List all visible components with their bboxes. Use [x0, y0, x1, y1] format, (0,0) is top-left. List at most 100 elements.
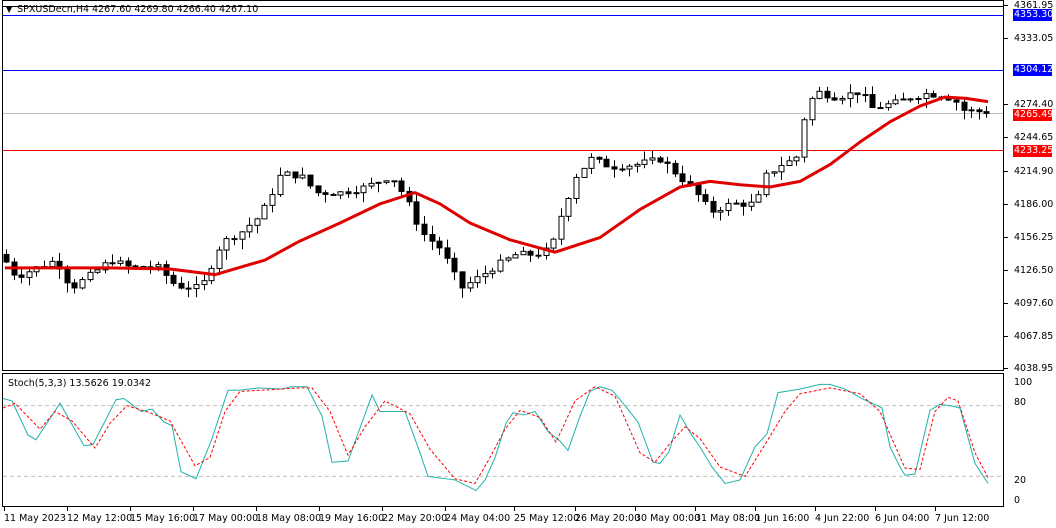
candle-body [907, 98, 914, 101]
price-level-tag: 4265.49 [1013, 109, 1054, 121]
price-tick-label: 4067.85 [1014, 331, 1054, 342]
candle-body [125, 260, 132, 267]
candle-body [368, 182, 375, 187]
candle-body [345, 191, 352, 195]
candle-body [771, 171, 778, 174]
candle-body [535, 254, 542, 257]
candle-body [18, 274, 25, 278]
candle-body [451, 257, 458, 273]
candle-body [801, 119, 808, 158]
candle-body [87, 271, 94, 281]
stoch-main-line [2, 383, 989, 492]
candle-body [869, 94, 876, 109]
candle-body [824, 90, 831, 99]
candle-body [398, 180, 405, 192]
candle-body [649, 157, 656, 161]
candle-body [482, 273, 489, 278]
candle-body [512, 254, 519, 259]
candle-body [299, 174, 306, 179]
candle-body [763, 172, 770, 196]
stoch-pane-border [2, 373, 1004, 507]
candle-body [983, 111, 990, 114]
candle-body [809, 97, 816, 121]
price-tick-label: 4097.60 [1014, 298, 1054, 309]
price-tick-label: 4214.90 [1014, 166, 1054, 177]
candle-body [885, 103, 892, 109]
stochastic-title: Stoch(5,3,3) 13.5626 19.0342 [8, 378, 152, 389]
candle-body [793, 156, 800, 162]
candle-body [178, 282, 185, 289]
candle-body [330, 193, 337, 196]
candle-body [64, 268, 71, 284]
candle-body [717, 210, 724, 213]
price-tick-label: 4186.00 [1014, 199, 1054, 210]
candle-body [626, 165, 633, 170]
candle-body [786, 160, 793, 166]
stoch-tick-label: 100 [1014, 377, 1033, 388]
candle-body [565, 197, 572, 217]
candle-body [155, 264, 162, 268]
candle-body [307, 174, 314, 187]
candle-body [239, 231, 246, 240]
time-tick-label: 7 Jun 12:00 [935, 513, 990, 524]
time-tick-label: 4 Jun 22:00 [815, 513, 870, 524]
symbol-header: ▼ SPXUSDecn,H4 4267.60 4269.80 4266.40 42… [6, 4, 258, 15]
candle-body [79, 279, 86, 289]
candle-body [436, 240, 443, 249]
time-tick-label: 17 May 00:00 [193, 513, 259, 524]
candle-body [839, 98, 846, 101]
candle-body [611, 166, 618, 170]
candle-body [725, 202, 732, 212]
candle-body [360, 185, 367, 194]
candle-body [634, 163, 641, 167]
time-tick-label: 1 Jun 16:00 [755, 513, 810, 524]
candle-body [831, 97, 838, 101]
time-tick-label: 22 May 20:00 [382, 513, 448, 524]
candle-body [573, 176, 580, 199]
time-tick-label: 12 May 12:00 [67, 513, 133, 524]
triangle-down-icon[interactable]: ▼ [6, 5, 13, 14]
candle-body [596, 156, 603, 160]
candle-body [49, 260, 56, 268]
time-tick-label: 6 Jun 04:00 [875, 513, 930, 524]
candle-body [132, 265, 139, 268]
candle-body [740, 202, 747, 207]
candle-body [497, 259, 504, 272]
candle-body [467, 282, 474, 289]
stoch-tick-label: 20 [1014, 475, 1027, 486]
candle-body [94, 269, 101, 273]
candle-body [550, 238, 557, 249]
candle-body [657, 157, 664, 163]
candle-body [193, 284, 200, 290]
candle-body [353, 192, 360, 195]
price-tick-label: 4038.95 [1014, 363, 1054, 374]
candle-body [527, 250, 534, 256]
time-tick-label: 26 May 20:00 [575, 513, 641, 524]
candle-body [231, 238, 238, 241]
stoch-signal-line [2, 386, 989, 485]
candle-body [930, 93, 937, 98]
candle-body [269, 194, 276, 206]
candle-body [733, 202, 740, 205]
candle-body [71, 282, 78, 289]
candle-body [201, 280, 208, 286]
symbol-ohlc: SPXUSDecn,H4 4267.60 4269.80 4266.40 426… [17, 4, 259, 15]
candle-body [444, 247, 451, 259]
candle-body [900, 98, 907, 101]
price-tick-label: 4156.25 [1014, 232, 1054, 243]
candle-body [968, 109, 975, 112]
candle-body [755, 194, 762, 203]
time-tick-label: 31 May 08:00 [695, 513, 761, 524]
candle-body [322, 192, 329, 195]
candle-body [284, 171, 291, 176]
candle-body [391, 180, 398, 183]
candle-body [413, 201, 420, 225]
time-tick-label: 25 May 12:00 [514, 513, 580, 524]
price-tick-label: 4244.65 [1014, 132, 1054, 143]
candle-body [117, 260, 124, 264]
candle-body [520, 250, 527, 256]
candle-body [170, 274, 177, 284]
candle-body [854, 92, 861, 96]
time-tick-label: 19 May 16:00 [319, 513, 385, 524]
